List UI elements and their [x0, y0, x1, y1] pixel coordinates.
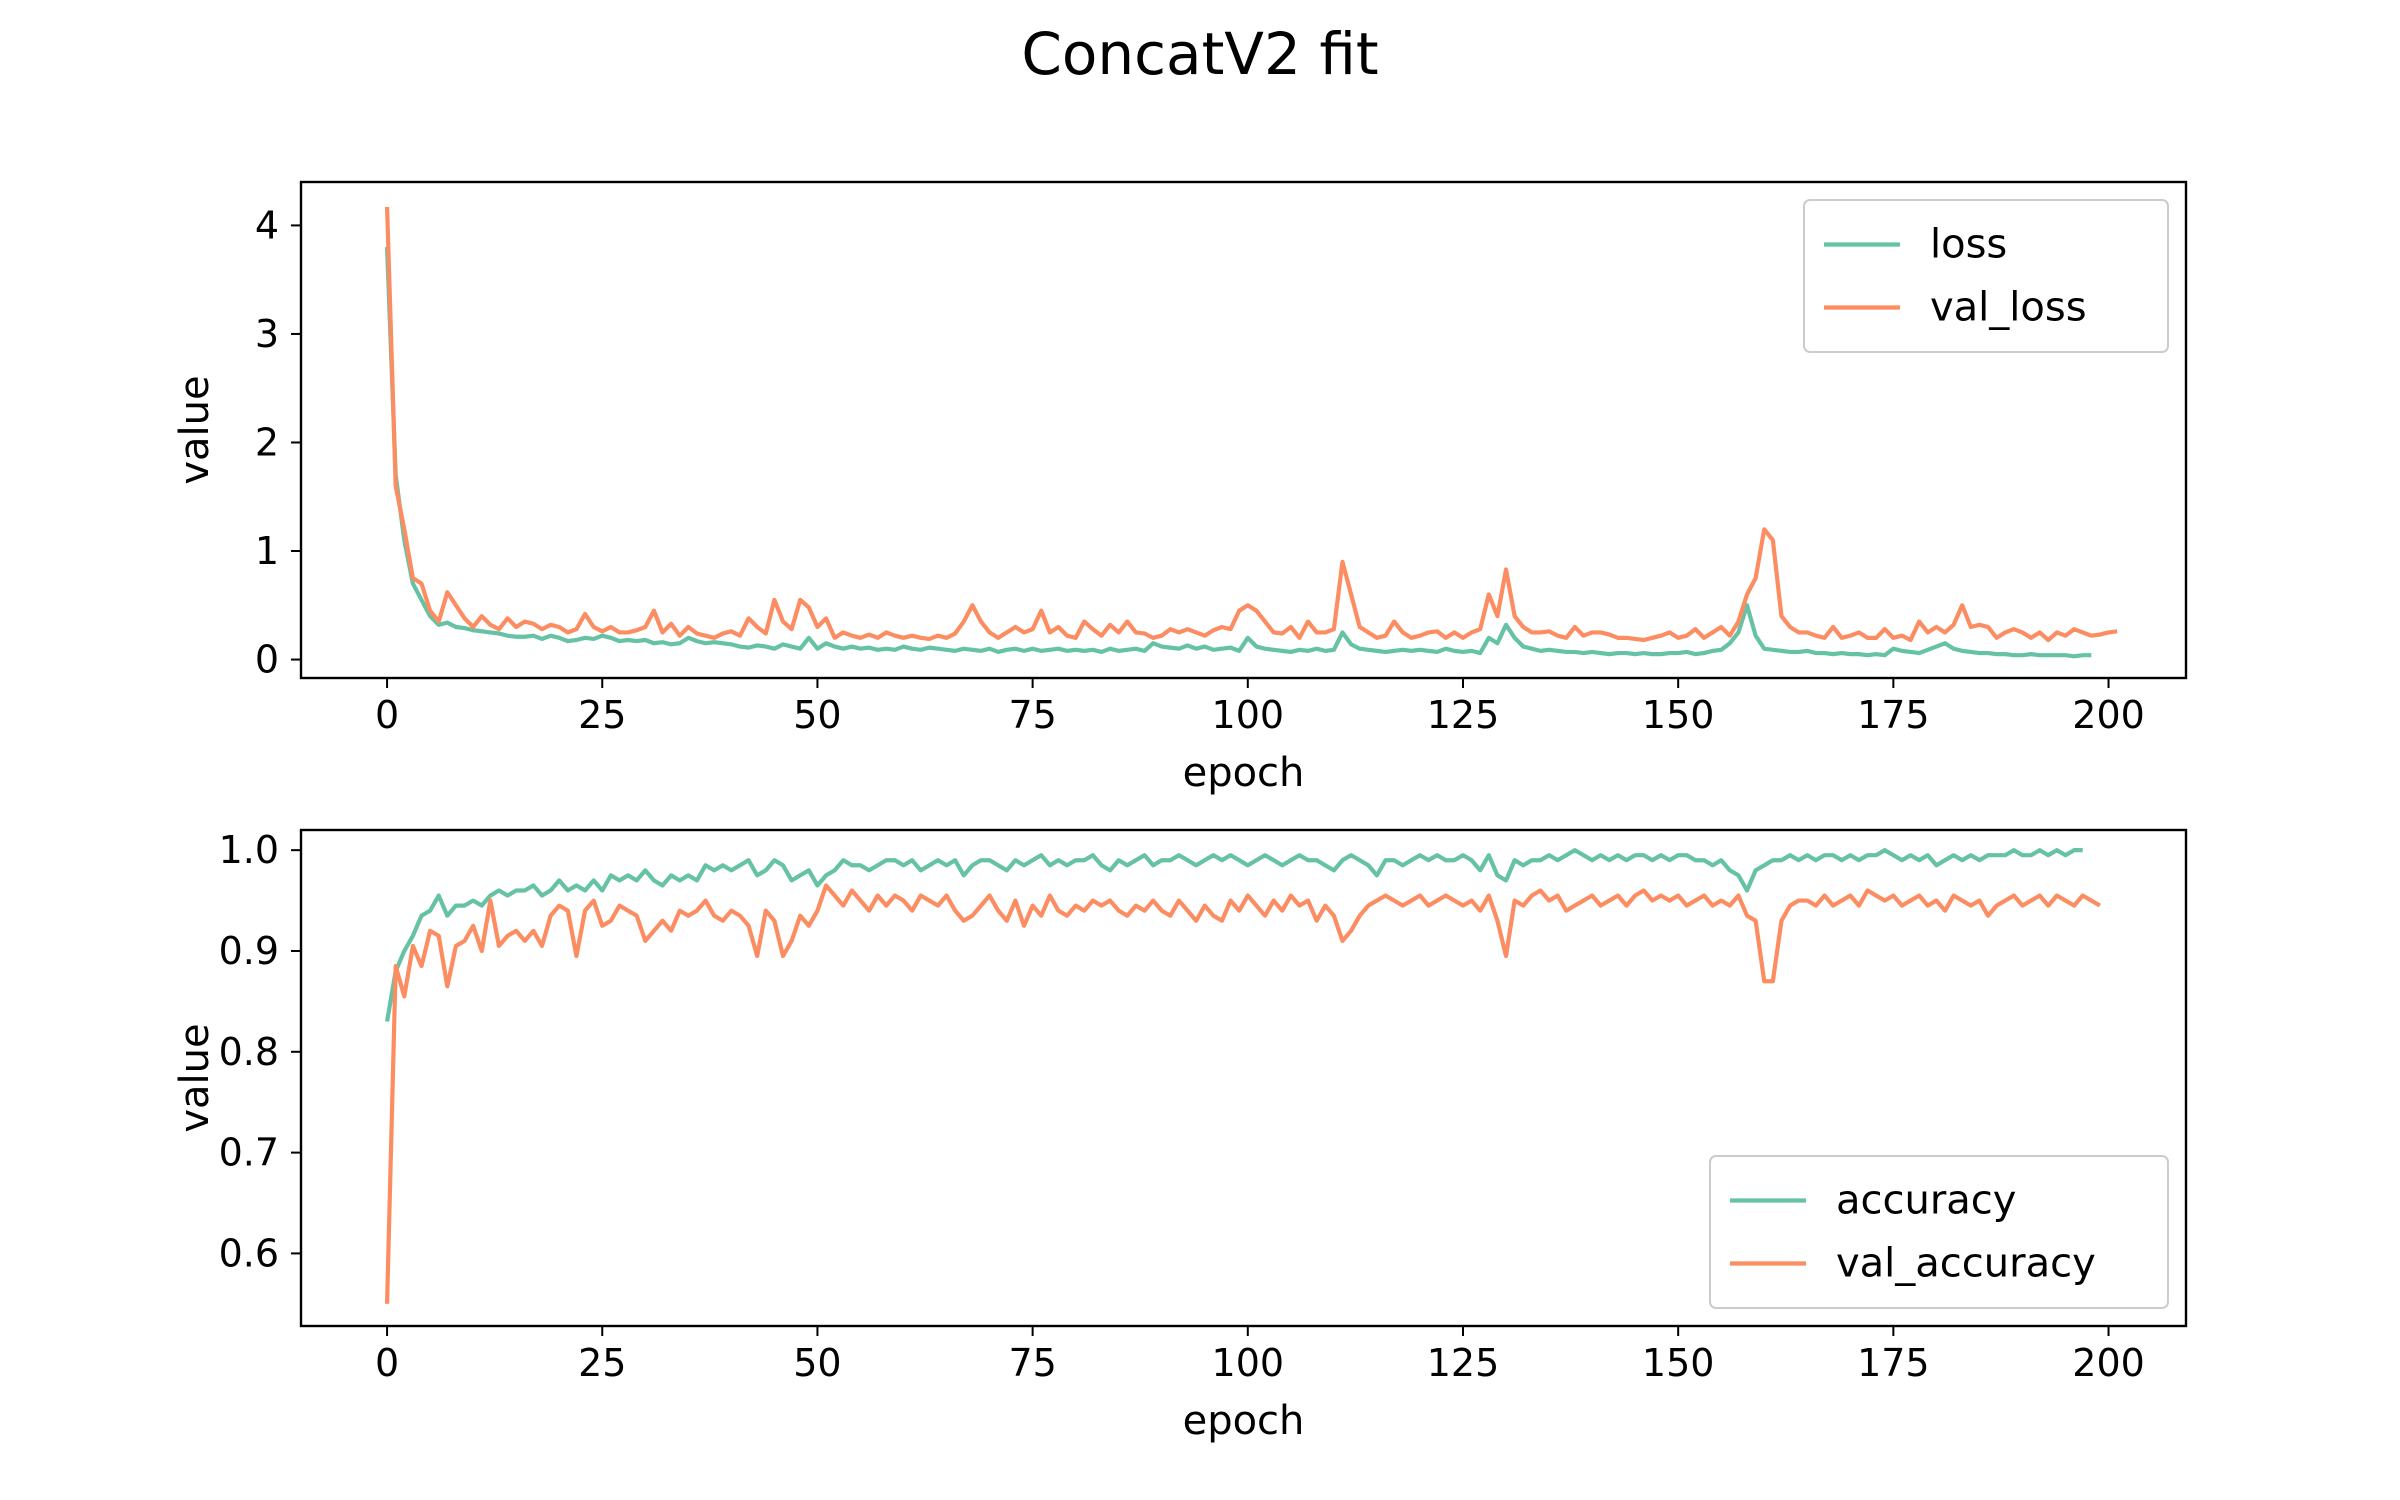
series-line-val-loss	[384, 206, 2118, 643]
x-tick-label: 175	[1857, 693, 1930, 737]
y-tick-label: 2	[255, 420, 279, 464]
loss-subplot: 0 25 50 75 100 125 150 175 200 0 1 2 3 4 epoch value los…	[172, 180, 2188, 796]
legend-frame	[1803, 199, 2169, 353]
x-tick-label: 100	[1212, 693, 1285, 737]
y-tick-label: 0.6	[219, 1231, 279, 1275]
x-tick-label: 25	[578, 693, 626, 737]
x-tick-label: 175	[1857, 1341, 1930, 1385]
loss-axes-frame	[299, 180, 2188, 680]
x-tick-label: 125	[1427, 1341, 1500, 1385]
y-tick-label: 0.8	[219, 1030, 279, 1074]
accuracy-y-axis-label: value	[172, 1023, 218, 1132]
x-tick-label: 50	[793, 1341, 841, 1385]
x-tick-label: 25	[578, 1341, 626, 1385]
accuracy-x-axis-label: epoch	[1183, 1398, 1305, 1444]
accuracy-subplot: 0 25 50 75 100 125 150 175 200 0.6 0.7 0.8 0.9 1.0 epo…	[172, 828, 2188, 1444]
legend-label-loss: loss	[1930, 222, 2007, 268]
x-tick-label: 150	[1642, 1341, 1715, 1385]
legend-label-val-loss: val_loss	[1930, 285, 2087, 331]
y-tick-label: 0	[255, 638, 279, 682]
accuracy-legend: accuracy val_accuracy	[1709, 1155, 2169, 1309]
x-tick-label: 125	[1427, 693, 1500, 737]
loss-legend: loss val_loss	[1803, 199, 2169, 353]
series-line-accuracy	[384, 848, 2083, 1022]
legend-label-val-accuracy: val_accuracy	[1836, 1241, 2096, 1287]
loss-y-axis-label: value	[172, 375, 218, 484]
y-tick-label: 0.7	[219, 1131, 279, 1175]
y-tick-label: 0.9	[219, 929, 279, 973]
series-line-val-accuracy	[384, 883, 2101, 1304]
legend-frame	[1709, 1155, 2169, 1309]
y-tick-label: 3	[255, 312, 279, 356]
x-tick-label: 150	[1642, 693, 1715, 737]
figure-title: ConcatV2 fit	[1021, 20, 1378, 88]
accuracy-axes-frame	[299, 828, 2188, 1328]
legend-label-accuracy: accuracy	[1836, 1178, 2016, 1224]
x-tick-label: 0	[375, 693, 399, 737]
x-tick-label: 75	[1008, 1341, 1056, 1385]
loss-x-axis-label: epoch	[1183, 750, 1305, 796]
y-tick-label: 4	[255, 203, 279, 247]
x-tick-label: 200	[2072, 693, 2145, 737]
x-tick-label: 50	[793, 693, 841, 737]
x-tick-label: 200	[2072, 1341, 2145, 1385]
x-tick-label: 100	[1212, 1341, 1285, 1385]
y-tick-label: 1	[255, 529, 279, 573]
x-tick-label: 75	[1008, 693, 1056, 737]
series-line-loss	[384, 247, 2092, 659]
x-tick-label: 0	[375, 1341, 399, 1385]
y-tick-label: 1.0	[219, 828, 279, 872]
